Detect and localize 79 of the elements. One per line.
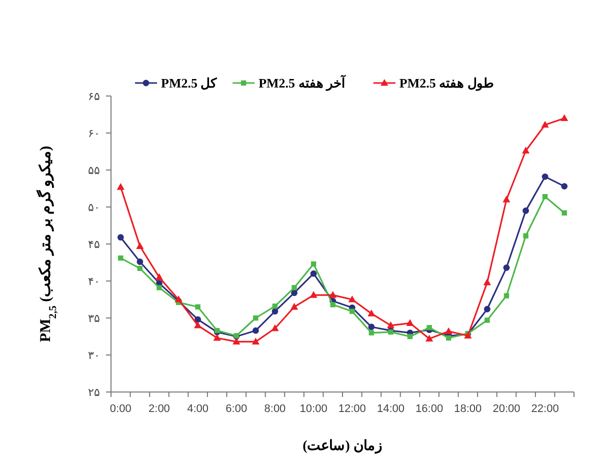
point xyxy=(272,308,278,315)
y-tick-label: ۴۰ xyxy=(88,276,100,288)
point xyxy=(292,285,297,290)
point xyxy=(291,290,298,296)
x-tick-label: 10:00 xyxy=(300,403,328,415)
point xyxy=(310,291,318,298)
point xyxy=(329,291,337,298)
x-tick-label: 18:00 xyxy=(454,403,482,415)
point xyxy=(136,258,144,265)
x-tick-label: 6:00 xyxy=(226,403,248,415)
point xyxy=(213,334,221,341)
point xyxy=(252,327,259,334)
point xyxy=(444,327,452,334)
point xyxy=(561,183,568,190)
y-tick-label: ۶۵ xyxy=(88,91,100,103)
point xyxy=(156,285,162,290)
point xyxy=(502,196,510,202)
point xyxy=(118,255,124,261)
point xyxy=(522,146,530,154)
x-tick-label: 22:00 xyxy=(531,403,559,415)
point xyxy=(483,278,491,286)
point xyxy=(310,261,316,267)
legend-label: کل PM2.5 xyxy=(161,76,218,90)
point xyxy=(310,270,317,277)
point xyxy=(426,325,432,330)
point xyxy=(562,210,567,216)
point xyxy=(522,208,529,214)
y-tick-label: ۳۵ xyxy=(88,313,100,325)
point xyxy=(271,324,279,332)
point xyxy=(484,306,490,312)
point xyxy=(541,120,549,128)
point xyxy=(348,296,356,302)
point xyxy=(407,334,413,340)
point xyxy=(542,173,548,180)
y-tick-label: ۵۵ xyxy=(88,165,100,177)
x-tick-label: 2:00 xyxy=(148,403,170,415)
point xyxy=(542,194,548,200)
x-tick-label: 14:00 xyxy=(376,403,404,415)
x-tick-label: 16:00 xyxy=(416,403,444,415)
point xyxy=(137,266,143,272)
point xyxy=(523,233,528,238)
y-tick-label: ۶۰ xyxy=(88,128,100,140)
point xyxy=(253,315,258,321)
legend-label: آخر هفته PM2.5 xyxy=(258,74,347,92)
point xyxy=(446,335,452,341)
point xyxy=(426,334,434,342)
point xyxy=(252,338,260,344)
point xyxy=(194,321,202,328)
point xyxy=(406,319,414,326)
point xyxy=(503,264,510,271)
x-tick-label: 20:00 xyxy=(492,403,520,415)
point xyxy=(368,330,374,336)
point xyxy=(232,338,240,344)
x-tick-label: 12:00 xyxy=(338,403,366,415)
y-tick-label: ۵۰ xyxy=(88,202,100,214)
x-tick-label: 4:00 xyxy=(187,403,209,415)
point xyxy=(386,321,395,328)
point xyxy=(272,304,278,309)
x-tick-label: 8:00 xyxy=(264,403,286,415)
point xyxy=(116,183,124,190)
point xyxy=(194,316,202,323)
legend-label: طول هفته PM2.5 xyxy=(399,76,494,92)
point xyxy=(290,302,298,310)
point xyxy=(117,234,124,241)
point xyxy=(136,242,144,250)
x-axis-title: زمان (ساعت) xyxy=(302,439,382,454)
point xyxy=(330,302,336,308)
point xyxy=(350,308,355,314)
point xyxy=(560,114,568,121)
y-tick-label: ۳۰ xyxy=(88,350,100,362)
point xyxy=(195,304,200,310)
y-tick-label: ۲۵ xyxy=(88,387,100,399)
point xyxy=(504,293,510,298)
point xyxy=(368,324,375,330)
point xyxy=(368,310,376,316)
point xyxy=(155,273,164,280)
point xyxy=(484,318,490,323)
x-tick-label: 0:00 xyxy=(110,403,132,415)
y-tick-label: ۴۵ xyxy=(88,239,100,251)
